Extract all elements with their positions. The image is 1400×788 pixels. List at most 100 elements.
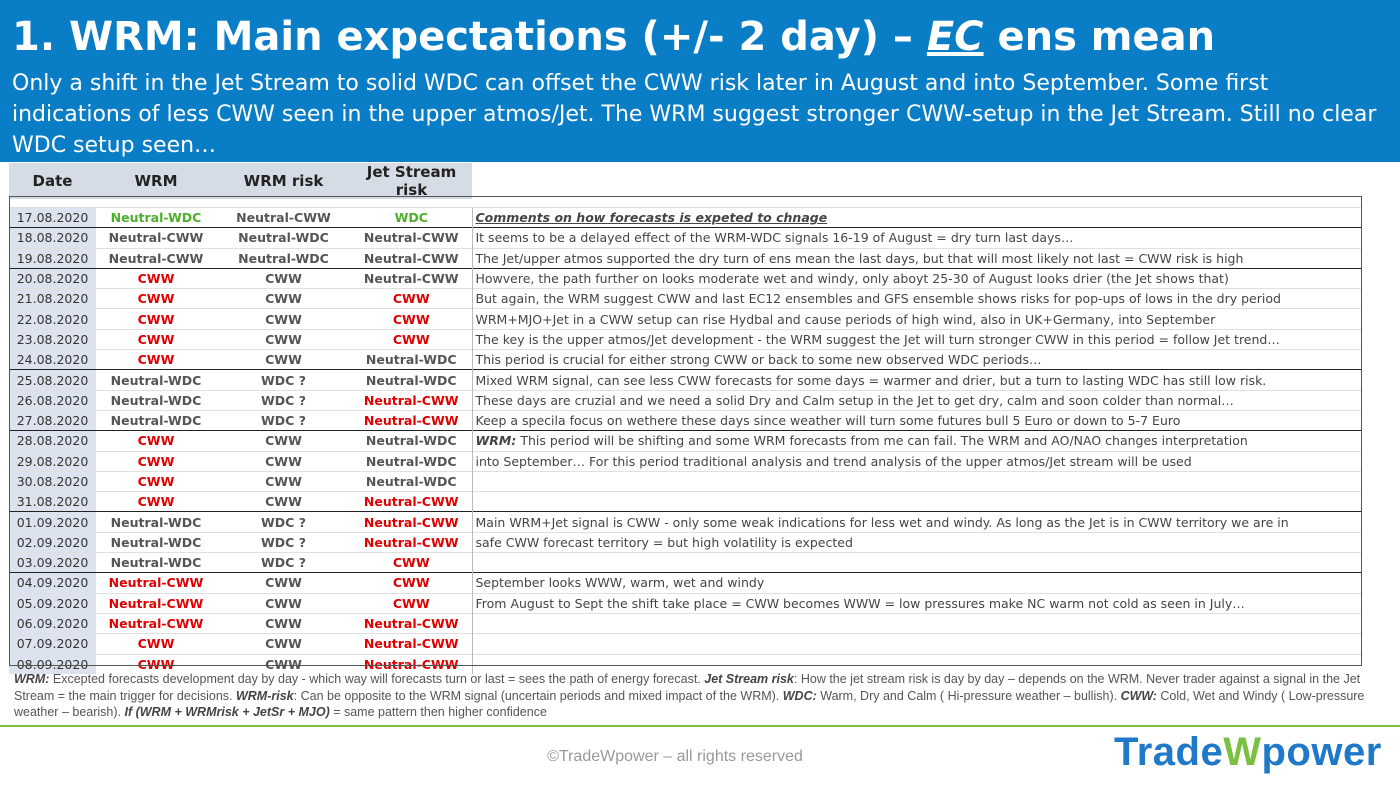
table-row: 31.08.2020 CWW CWW Neutral-CWW	[9, 491, 1361, 512]
comment-cell: But again, the WRM suggest CWW and last …	[471, 288, 1361, 309]
comment-cell: Howvere, the path further on looks moder…	[471, 267, 1361, 289]
date-cell: 21.08.2020	[9, 288, 96, 309]
wrm-risk-cell: Neutral-WDC	[216, 227, 351, 249]
table-row: 24.08.2020 CWW CWW Neutral-WDC This period i…	[9, 349, 1361, 370]
jet-risk-cell: Neutral-CWW	[351, 409, 472, 431]
wrm-cell: Neutral-CWW	[96, 227, 216, 249]
wrm-risk-cell: WDC ?	[216, 389, 351, 411]
tradewpower-logo: TradeWpower	[1114, 730, 1382, 775]
table-row: 26.08.2020 Neutral-WDC WDC ? Neutral-CWW The…	[9, 389, 1361, 411]
date-cell: 07.09.2020	[9, 633, 96, 655]
comment-header: Comments on how forecasts is expeted to …	[471, 206, 1361, 228]
date-cell: 03.09.2020	[9, 552, 96, 573]
wrm-cell: CWW	[96, 470, 216, 492]
wrm-cell: CWW	[96, 288, 216, 309]
comment-cell: Mixed WRM signal, can see less CWW forec…	[471, 369, 1361, 391]
jet-risk-cell: Neutral-CWW	[351, 612, 472, 634]
wrm-risk-cell: WDC ?	[216, 409, 351, 431]
comment-lead: WRM:	[475, 433, 517, 449]
legend-term: WDC:	[782, 688, 817, 703]
wrm-cell: Neutral-WDC	[96, 206, 216, 228]
wrm-cell: Neutral-WDC	[96, 511, 216, 533]
comment-cell: The key is the upper atmos/Jet developme…	[471, 328, 1361, 350]
forecast-table: Date WRM WRM risk Jet Stream risk 17.08.…	[9, 163, 1361, 674]
table-row: 17.08.2020 Neutral-WDC Neutral-CWW WDC Comme…	[9, 206, 1361, 228]
table-row: 27.08.2020 Neutral-WDC WDC ? Neutral-CWW Kee…	[9, 409, 1361, 431]
jet-risk-cell: Neutral-CWW	[351, 653, 472, 674]
date-cell: 02.09.2020	[9, 531, 96, 553]
wrm-cell: Neutral-CWW	[96, 247, 216, 269]
jet-risk-cell: Neutral-CWW	[351, 511, 472, 533]
col-jet-risk: Jet Stream risk	[351, 163, 472, 199]
date-cell: 01.09.2020	[9, 511, 96, 533]
wrm-risk-cell: CWW	[216, 653, 351, 674]
jet-risk-cell: CWW	[351, 328, 472, 350]
wrm-cell: Neutral-WDC	[96, 369, 216, 391]
table-row: 07.09.2020 CWW CWW Neutral-CWW	[9, 633, 1361, 655]
jet-risk-cell: CWW	[351, 552, 472, 573]
date-cell: 26.08.2020	[9, 389, 96, 411]
wrm-cell: CWW	[96, 633, 216, 655]
logo-text-2: power	[1261, 730, 1382, 774]
legend-text: WRM: Excepted forecasts development day …	[14, 671, 1389, 721]
col-comments-blank	[472, 163, 1361, 199]
table-row: 28.08.2020 CWW CWW Neutral-WDC WRM: This per…	[9, 430, 1361, 452]
date-cell: 18.08.2020	[9, 227, 96, 249]
wrm-risk-cell: Neutral-CWW	[216, 206, 351, 228]
date-cell: 27.08.2020	[9, 409, 96, 431]
table-row: 20.08.2020 CWW CWW Neutral-CWW Howvere, the …	[9, 267, 1361, 289]
comment-cell: Main WRM+Jet signal is CWW - only some w…	[471, 511, 1361, 533]
legend-desc: : How the jet stream risk is day by day …	[14, 672, 1361, 703]
jet-risk-cell: Neutral-WDC	[351, 450, 472, 472]
comment-cell	[471, 612, 1361, 634]
wrm-cell: CWW	[96, 491, 216, 512]
jet-risk-cell: Neutral-WDC	[351, 470, 472, 492]
table-body: 17.08.2020 Neutral-WDC Neutral-CWW WDC Comme…	[9, 206, 1361, 674]
date-cell: 30.08.2020	[9, 470, 96, 492]
legend-term: If (WRM + WRMrisk + JetSr + MJO)	[124, 705, 330, 719]
date-cell: 20.08.2020	[9, 267, 96, 289]
legend-desc: = same pattern then higher confidence	[329, 705, 547, 719]
comment-cell: September looks WWW, warm, wet and windy	[471, 572, 1361, 594]
comment-cell: It seems to be a delayed effect of the W…	[471, 227, 1361, 249]
date-cell: 28.08.2020	[9, 430, 96, 452]
date-cell: 22.08.2020	[9, 308, 96, 330]
wrm-risk-cell: WDC ?	[216, 552, 351, 573]
jet-risk-cell: WDC	[351, 206, 472, 228]
wrm-risk-cell: CWW	[216, 470, 351, 492]
wrm-cell: Neutral-WDC	[96, 409, 216, 431]
wrm-risk-cell: CWW	[216, 612, 351, 634]
wrm-cell: CWW	[96, 328, 216, 350]
table-header: Date WRM WRM risk Jet Stream risk	[9, 163, 1361, 199]
comment-cell: WRM+MJO+Jet in a CWW setup can rise Hydb…	[471, 308, 1361, 330]
comment-cell: From August to Sept the shift take place…	[471, 592, 1361, 614]
wrm-risk-cell: CWW	[216, 349, 351, 370]
title-banner: 1. WRM: Main expectations (+/- 2 day) – …	[0, 0, 1400, 162]
date-cell: 29.08.2020	[9, 450, 96, 472]
date-cell: 25.08.2020	[9, 369, 96, 391]
date-cell: 17.08.2020	[9, 206, 96, 228]
col-date: Date	[9, 163, 96, 199]
jet-risk-cell: CWW	[351, 308, 472, 330]
jet-risk-cell: CWW	[351, 288, 472, 309]
wrm-cell: CWW	[96, 267, 216, 289]
title-text: 1. WRM: Main expectations (+/- 2 day) –	[12, 14, 927, 60]
wrm-cell: CWW	[96, 653, 216, 674]
date-cell: 23.08.2020	[9, 328, 96, 350]
wrm-cell: Neutral-WDC	[96, 552, 216, 573]
comment-cell	[471, 552, 1361, 573]
legend-desc: : Can be opposite to the WRM signal (unc…	[293, 688, 783, 703]
wrm-risk-cell: CWW	[216, 267, 351, 289]
date-cell: 04.09.2020	[9, 572, 96, 594]
date-cell: 06.09.2020	[9, 612, 96, 634]
comment-cell	[471, 653, 1361, 674]
wrm-risk-cell: CWW	[216, 328, 351, 350]
page-subtitle: Only a shift in the Jet Stream to solid …	[12, 71, 1377, 158]
col-wrm-risk: WRM risk	[216, 163, 351, 199]
jet-risk-cell: CWW	[351, 592, 472, 614]
logo-w: W	[1223, 730, 1262, 774]
wrm-cell: Neutral-WDC	[96, 389, 216, 411]
jet-risk-cell: Neutral-CWW	[351, 227, 472, 249]
legend-desc: Warm, Dry and Calm ( Hi-pressure weather…	[816, 688, 1121, 703]
legend-desc: Excepted forecasts development day by da…	[49, 672, 705, 686]
